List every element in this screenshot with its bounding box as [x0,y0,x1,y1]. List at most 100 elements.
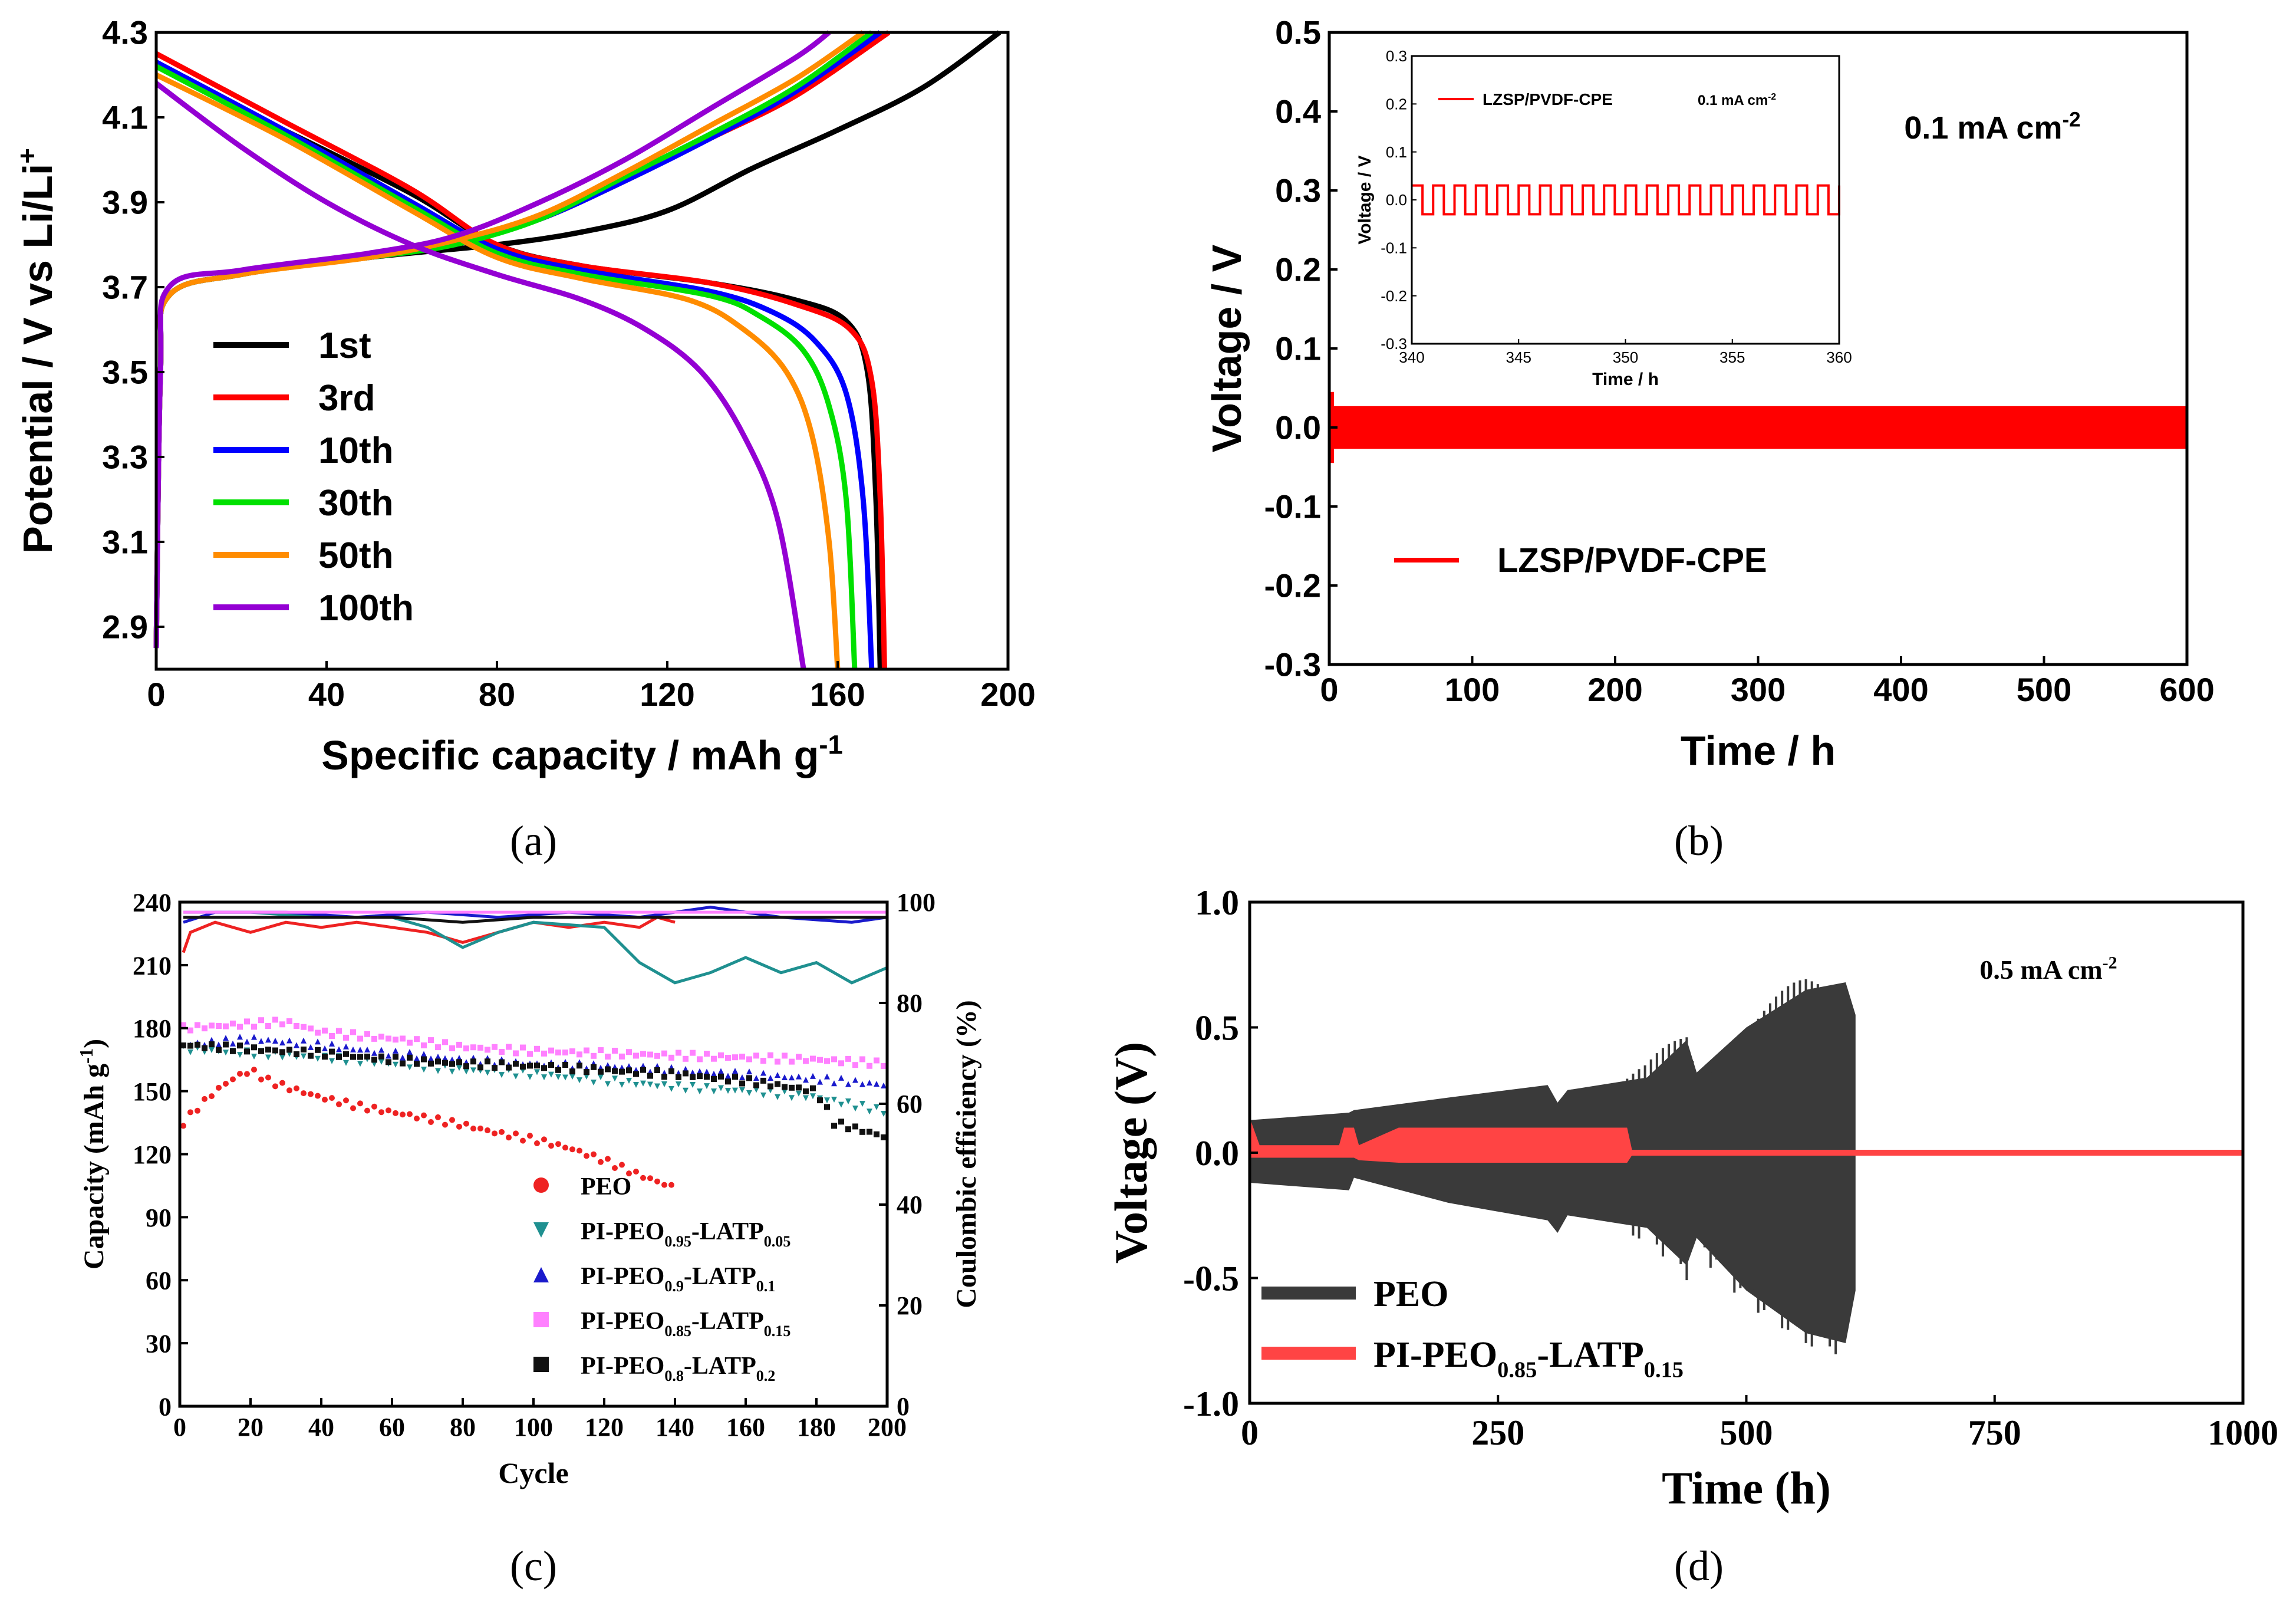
panel-b-chart: 0 100 200 300 400 500 600 -0.3 -0.2 -0.1 0.0 0.1 0.2… [1204,14,2215,774]
series-PI-PEO0.8-LATP0.2-capacity-point [258,1048,264,1054]
series-PI-PEO0.8-LATP0.2-capacity-point [697,1073,703,1080]
series-PI-PEO0.85-LATP0.15-capacity-point [272,1017,278,1023]
series-PEO-capacity-point [230,1076,236,1083]
x-tick-label: 40 [308,676,345,713]
series-PI-PEO0.95-LATP0.05-capacity-point [746,1090,752,1096]
series-PI-PEO0.8-LATP0.2-capacity-point [322,1054,328,1060]
series-PI-PEO0.9-LATP0.1-capacity-point [859,1081,865,1087]
series-PI-PEO0.8-LATP0.2-capacity-point [569,1068,575,1075]
series-PI-PEO0.95-LATP0.05-capacity-point [619,1081,625,1088]
series-PI-PEO0.8-LATP0.2-capacity-point [584,1069,589,1075]
series-PI-PEO0.8-LATP0.2-capacity-point [456,1059,462,1065]
series-PI-PEO0.95-LATP0.05-capacity-point [534,1069,540,1075]
series-PI-PEO0.8-LATP0.2-capacity-point [867,1129,872,1135]
series-PI-PEO0.8-LATP0.2-capacity-point [251,1044,257,1051]
series-PEO-capacity-point [180,1123,186,1129]
series-PI-PEO0.9-LATP0.1-capacity-point [315,1038,321,1045]
series-PI-PEO0.85-LATP0.15-capacity-point [336,1028,342,1034]
legend-PEO-marker [533,1177,549,1193]
series-PI-PEO0.85-LATP0.15-capacity-point [697,1056,703,1062]
series-PI-PEO0.9-LATP0.1-capacity-point [230,1040,236,1047]
x-tick-label: 200 [980,676,1035,713]
y2-axis-title: Coulombic efficiency (%) [951,1000,982,1308]
y-tick-label: 0.5 [1275,14,1321,51]
series-PI-PEO0.8-LATP0.2-capacity-point [520,1063,526,1070]
series-PI-PEO0.85-LATP0.15-capacity-point [463,1045,469,1052]
series-PEO-efficiency-line [182,916,676,953]
caption-c: (c) [510,1542,557,1590]
series-PI-PEO0.85-LATP0.15-capacity-point [187,1027,193,1034]
series-PI-PEO0.85-LATP0.15-capacity-point [824,1058,830,1064]
x-tick-label: 120 [585,1413,624,1442]
series-PI-PEO0.85-LATP0.15-capacity-point [746,1056,752,1062]
series-PI-PEO0.9-LATP0.1-capacity-point [824,1073,830,1080]
y-tick-label: 240 [133,888,172,917]
x-axis-title: Cycle [498,1456,568,1489]
x-tick-label: 60 [379,1413,405,1442]
series-PI-PEO0.95-LATP0.05-capacity-point [463,1068,469,1075]
series-PI-PEO0.95-LATP0.05-capacity-point [647,1081,653,1088]
series-PI-PEO0.8-LATP0.2-capacity-point [414,1061,420,1067]
series-PI-PEO0.8-LATP0.2-capacity-point [265,1047,271,1053]
series-PI-PEO0.8-LATP0.2-capacity-point [202,1045,207,1051]
series-PI-PEO0.8-LATP0.2-capacity-point [209,1041,215,1048]
series-PI-PEO0.85-LATP0.15-capacity-point [859,1056,865,1062]
series-PI-PEO0.9-LATP0.1-capacity-point [371,1050,377,1056]
series-PI-PEO0.85-LATP0.15-capacity-point [527,1051,533,1057]
y-tick-label: 0.0 [1195,1134,1239,1173]
series-PI-PEO0.9-LATP0.1-capacity-point [435,1054,441,1060]
series-PI-PEO0.8-LATP0.2-capacity-point [513,1061,519,1067]
legend-PI-PEO0.9-LATP0.1-label: PI-PEO0.9-LATP0.1 [581,1263,775,1295]
series-PI-PEO0.8-LATP0.2-capacity-point [230,1048,236,1054]
series-PI-PEO0.9-LATP0.1-capacity-point [845,1081,851,1087]
series-PI-PEO0.9-LATP0.1-capacity-point [393,1047,398,1054]
panel-a-chart: 0 40 80 120 160 200 2.9 3.1 3.3 3.5 3.7 3.9 4.1 4.3 Sp… [12,14,1035,778]
legend-100th-label: 100th [318,588,414,629]
series-PI-PEO0.85-LATP0.15-capacity-point [803,1058,809,1064]
series-PI-PEO0.95-LATP0.05-capacity-point [690,1081,696,1088]
series-PI-PEO0.85-LATP0.15-capacity-point [647,1051,653,1058]
y-tick-label: -0.5 [1183,1259,1239,1298]
y-tick-label: 0.0 [1275,409,1321,446]
series-PI-PEO0.8-LATP0.2-capacity-point [386,1059,391,1065]
series-PI-PEO0.85-LATP0.15-capacity-point [668,1054,674,1061]
series-PI-PEO0.95-LATP0.05-capacity-point [541,1074,547,1081]
inset-x-axis-title: Time / h [1592,370,1659,389]
series-PEO-capacity-point [301,1090,307,1097]
inset-y-axis-title: Voltage / V [1355,155,1375,244]
x-tick-label: 80 [479,676,515,713]
series-PI-PEO0.9-LATP0.1-capacity-point [272,1037,278,1044]
current-density-annotation: 0.5 mA cm-2 [1979,953,2117,985]
series-PI-PEO0.85-LATP0.15-capacity-point [612,1047,618,1054]
x-tick-label: 600 [2159,671,2214,708]
series-PI-PEO0.8-LATP0.2-capacity-point [732,1074,738,1080]
series-PI-PEO0.85-LATP0.15-capacity-point [421,1042,427,1048]
series-PI-PEO0.95-LATP0.05-capacity-point [810,1093,816,1100]
series-PEO-capacity-point [527,1133,533,1139]
series-PI-PEO0.8-LATP0.2-capacity-point [442,1060,448,1066]
x-axis-title: Time / h [1681,728,1836,774]
series-PI-PEO0.85-LATP0.15-capacity-point [230,1020,236,1027]
series-PI-PEO0.85-LATP0.15-capacity-point [789,1058,795,1065]
series-PI-PEO0.85-LATP0.15-capacity-point [286,1018,292,1025]
series-PI-PEO0.9-LATP0.1-capacity-point [265,1037,271,1043]
series-PI-PEO0.95-LATP0.05-capacity-point [584,1074,589,1080]
y-tick-label: 0.5 [1195,1009,1239,1048]
series-PI-PEO0.9-LATP0.1-capacity-point [739,1074,745,1081]
y-tick-label: 30 [146,1330,172,1358]
y-tick-label: 2.9 [102,608,148,646]
series-PI-PEO0.95-LATP0.05-capacity-point [661,1081,667,1088]
x-tick-label: 160 [810,676,865,713]
y-tick-label: 120 [133,1140,172,1169]
series-PI-PEO0.9-LATP0.1-capacity-point [237,1034,243,1040]
series-PI-PEO0.85-LATP0.15-capacity-point [329,1032,335,1039]
series-PI-PEO0.8-LATP0.2-capacity-point [668,1068,674,1074]
y-tick-label: 3.7 [102,269,148,306]
series-PI-PEO0.9-LATP0.1-capacity-point [308,1044,314,1050]
inset-legend-label: LZSP/PVDF-CPE [1483,90,1613,108]
series-PI-PEO0.95-LATP0.05-capacity-point [775,1094,780,1100]
x-tick-label: 0 [1320,671,1338,708]
series-PI-PEO0.8-LATP0.2-capacity-point [767,1083,773,1090]
series-PI-PEO0.9-LATP0.1-capacity-point [400,1054,406,1061]
